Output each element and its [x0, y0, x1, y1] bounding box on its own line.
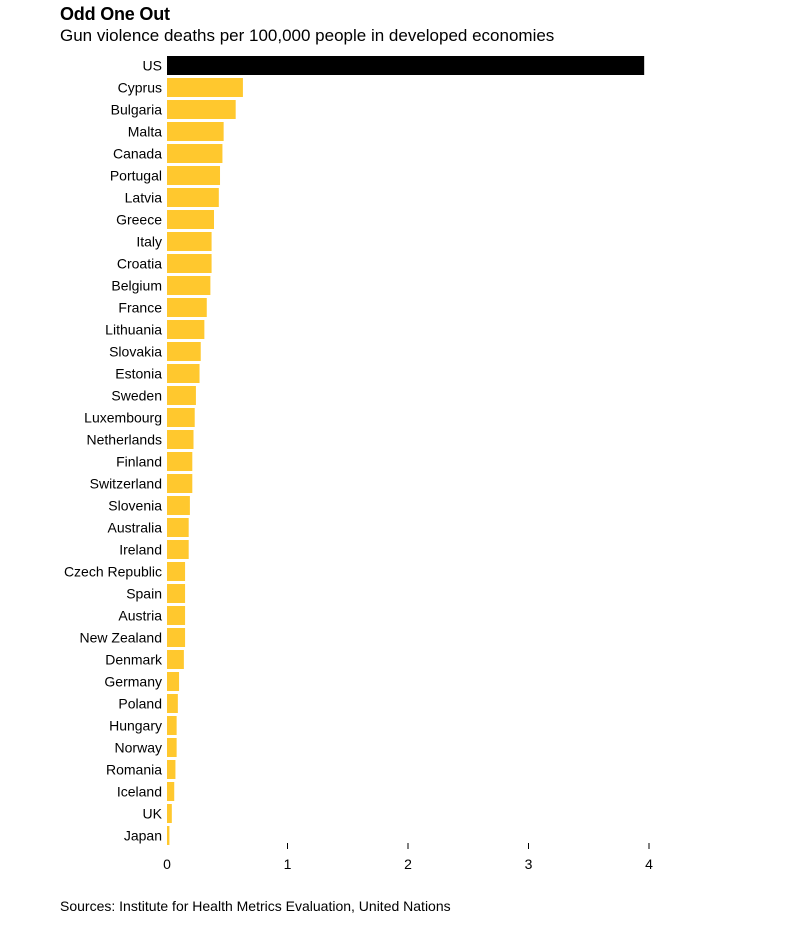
bar-luxembourg	[167, 408, 195, 427]
category-label: Bulgaria	[111, 102, 163, 118]
bar-czech-republic	[167, 562, 186, 581]
bar-sweden	[167, 386, 196, 405]
bar-cyprus	[167, 78, 243, 97]
category-label: New Zealand	[80, 630, 163, 646]
category-label: Spain	[126, 586, 162, 602]
bar-netherlands	[167, 430, 194, 449]
bar-finland	[167, 452, 193, 471]
category-label: Iceland	[117, 784, 162, 800]
category-label: Australia	[108, 520, 163, 536]
bar-iceland	[167, 782, 175, 801]
bar-hungary	[167, 716, 177, 735]
bar-slovakia	[167, 342, 201, 361]
bar-new-zealand	[167, 628, 186, 647]
x-tick-label: 4	[645, 856, 653, 872]
bar-uk	[167, 804, 172, 823]
bar-estonia	[167, 364, 200, 383]
bar-poland	[167, 694, 178, 713]
category-label: Cyprus	[118, 80, 162, 96]
category-label: Slovakia	[109, 344, 162, 360]
bar-croatia	[167, 254, 212, 273]
category-label: Italy	[136, 234, 162, 250]
category-label: Estonia	[115, 366, 162, 382]
bar-germany	[167, 672, 180, 691]
bar-austria	[167, 606, 186, 625]
chart-title: Odd One Out	[60, 4, 170, 24]
bar-romania	[167, 760, 176, 779]
category-label: Finland	[116, 454, 162, 470]
bar-belgium	[167, 276, 211, 295]
category-label: Malta	[128, 124, 162, 140]
category-label: France	[118, 300, 162, 316]
bar-denmark	[167, 650, 184, 669]
bar-latvia	[167, 188, 219, 207]
category-label: Sweden	[111, 388, 162, 404]
category-label: Portugal	[110, 168, 162, 184]
category-label: Croatia	[117, 256, 162, 272]
category-label: Ireland	[119, 542, 162, 558]
x-tick-label: 1	[284, 856, 292, 872]
bar-chart: US Cyprus Bulgaria Malta Canada Portugal Latvi…	[64, 56, 653, 872]
bar-greece	[167, 210, 214, 229]
category-label: Norway	[115, 740, 162, 756]
source-note: Sources: Institute for Health Metrics Ev…	[60, 898, 451, 914]
bar-ireland	[167, 540, 189, 559]
category-label: Czech Republic	[64, 564, 162, 580]
bar-slovenia	[167, 496, 190, 515]
bar-lithuania	[167, 320, 205, 339]
x-tick-label: 2	[404, 856, 412, 872]
category-label: Poland	[118, 696, 162, 712]
bar-japan	[167, 826, 170, 845]
bar-switzerland	[167, 474, 193, 493]
category-label: Latvia	[125, 190, 163, 206]
category-label: US	[143, 58, 162, 74]
bar-canada	[167, 144, 223, 163]
bar-france	[167, 298, 207, 317]
bar-bulgaria	[167, 100, 236, 119]
bar-us	[167, 56, 645, 75]
category-label: Netherlands	[87, 432, 163, 448]
category-label: Greece	[116, 212, 162, 228]
bar-spain	[167, 584, 186, 603]
category-label: Germany	[104, 674, 162, 690]
category-label: Romania	[106, 762, 162, 778]
category-label: Japan	[124, 828, 162, 844]
category-label: Canada	[113, 146, 162, 162]
category-label: Denmark	[105, 652, 163, 668]
category-label: UK	[143, 806, 163, 822]
bar-italy	[167, 232, 212, 251]
x-tick-label: 3	[525, 856, 533, 872]
category-label: Luxembourg	[84, 410, 162, 426]
bar-norway	[167, 738, 177, 757]
category-label: Belgium	[111, 278, 162, 294]
category-label: Lithuania	[105, 322, 162, 338]
category-label: Slovenia	[108, 498, 162, 514]
bar-malta	[167, 122, 224, 141]
bar-portugal	[167, 166, 221, 185]
chart-subtitle: Gun violence deaths per 100,000 people i…	[60, 26, 555, 45]
category-label: Austria	[118, 608, 162, 624]
category-label: Switzerland	[90, 476, 162, 492]
x-tick-label: 0	[163, 856, 171, 872]
bar-australia	[167, 518, 189, 537]
category-label: Hungary	[109, 718, 162, 734]
